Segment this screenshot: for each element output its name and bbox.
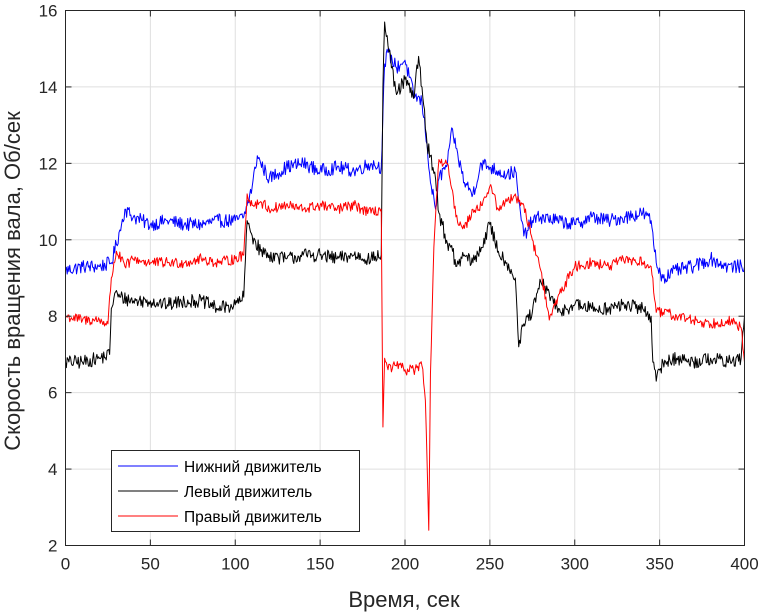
series-line-2 — [65, 158, 745, 531]
legend-label-2: Правый движитель — [184, 509, 322, 526]
y-tick-label: 2 — [48, 537, 57, 556]
y-tick-label: 4 — [48, 460, 57, 479]
legend-label-1: Левый движитель — [184, 484, 312, 501]
series-layer — [65, 21, 745, 531]
y-tick-label: 16 — [39, 2, 58, 21]
x-tick-label: 350 — [645, 555, 673, 574]
y-axis-label: Скорость вращения вала, Об/сек — [0, 111, 25, 451]
legend: Нижний движитель Левый движитель Правый … — [111, 450, 360, 532]
series-line-1 — [65, 21, 745, 382]
x-tick-label: 150 — [306, 555, 334, 574]
x-tick-label: 300 — [561, 555, 589, 574]
x-tick-label: 200 — [391, 555, 419, 574]
x-tick-label: 400 — [730, 555, 758, 574]
x-tick-label: 0 — [61, 555, 70, 574]
tick-labels: 0 50 100 150 200 250 300 350 400 2 4 6 8 10 12 14 16 — [39, 2, 759, 574]
y-tick-label: 6 — [48, 384, 57, 403]
legend-label-0: Нижний движитель — [184, 459, 322, 476]
y-tick-label: 10 — [39, 231, 58, 250]
x-tick-label: 100 — [221, 555, 249, 574]
series-line-0 — [65, 48, 745, 284]
y-tick-label: 12 — [39, 154, 58, 173]
x-axis-label: Время, сек — [348, 587, 460, 612]
axis-ticks — [65, 10, 745, 546]
x-tick-label: 50 — [141, 555, 160, 574]
x-tick-label: 250 — [476, 555, 504, 574]
y-tick-label: 14 — [39, 78, 58, 97]
y-tick-label: 8 — [48, 307, 57, 326]
